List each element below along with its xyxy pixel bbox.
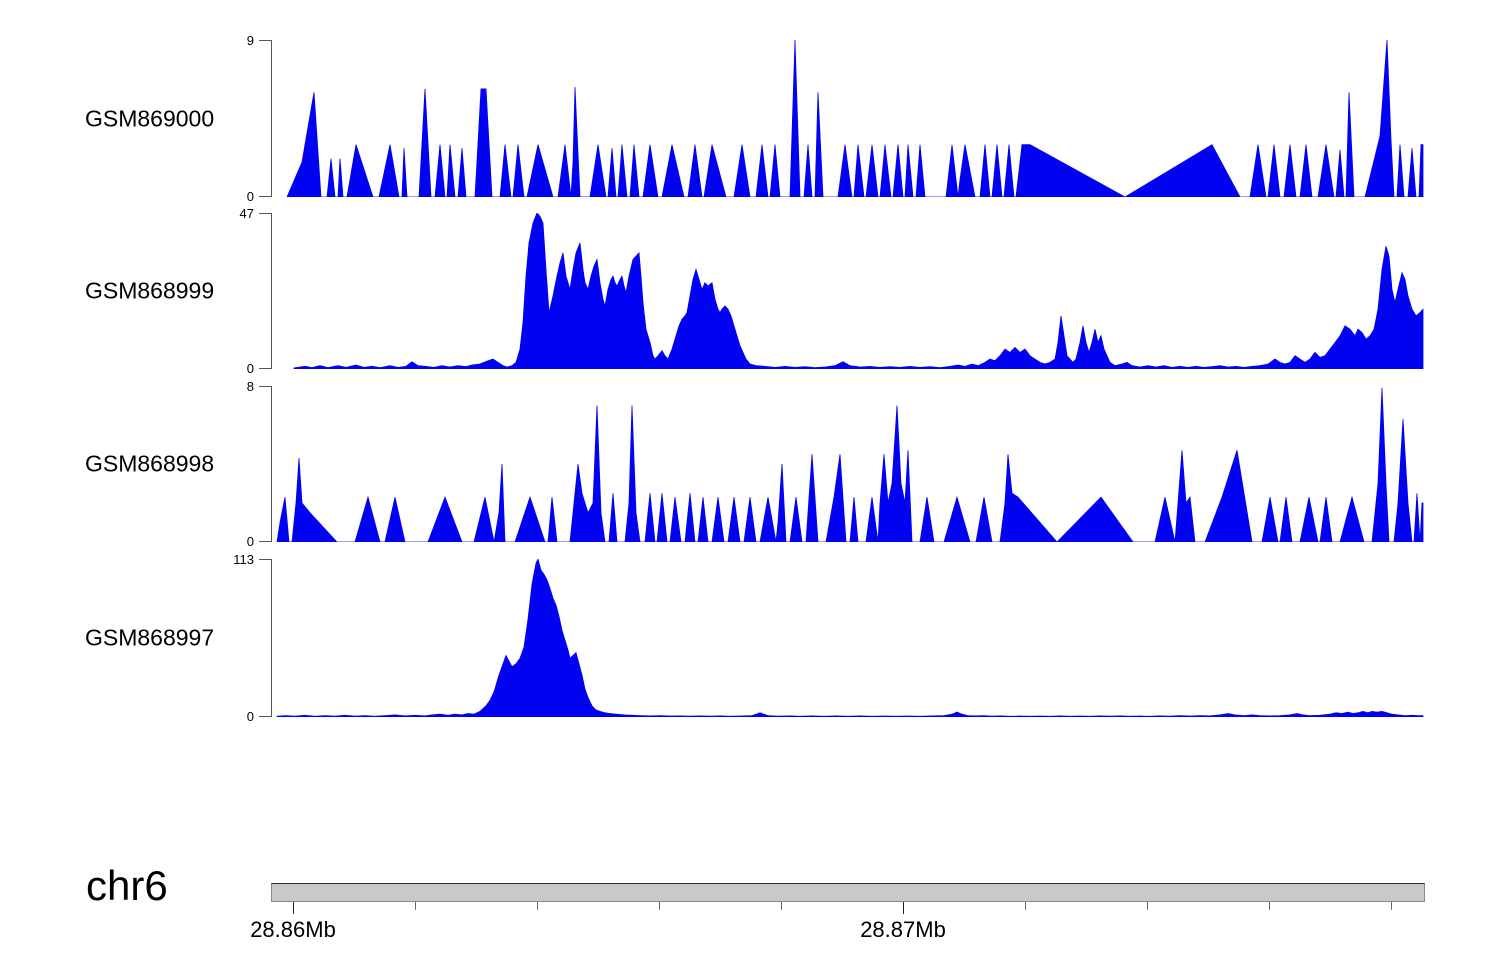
y-axis: 9 0	[247, 34, 272, 203]
track-gsm869000: GSM869000 9 0	[0, 34, 1500, 203]
track-label: GSM868998	[85, 450, 215, 477]
minor-tick	[659, 902, 660, 910]
axis-tick-label-left: 28.86Mb	[250, 917, 336, 942]
minor-tick	[1025, 902, 1026, 910]
y-axis-line	[271, 40, 272, 197]
y-axis-top-tick	[259, 386, 272, 387]
y-axis-bottom-tick	[259, 368, 272, 369]
coverage-polygon	[276, 387, 1424, 542]
y-axis-max-label: 113	[233, 552, 254, 567]
y-axis-min-label: 0	[246, 189, 254, 204]
y-axis: 113 0	[233, 553, 272, 723]
y-axis-max-label: 8	[246, 379, 254, 394]
coverage-polygon	[293, 213, 1424, 369]
coverage-polygon	[276, 559, 1424, 717]
track-gsm868999: GSM868999 47 0	[0, 207, 1500, 375]
y-axis-min-label: 0	[246, 534, 254, 549]
axis-tick-label-right: 28.87Mb	[860, 917, 946, 942]
minor-tick	[1147, 902, 1148, 910]
track-label: GSM868997	[85, 624, 215, 651]
track-gsm868998: GSM868998 8 0	[0, 380, 1500, 548]
minor-tick	[537, 902, 538, 910]
y-axis-line	[271, 559, 272, 717]
y-axis-min-label: 0	[246, 709, 254, 724]
y-axis-line	[271, 386, 272, 542]
track-label: GSM868999	[85, 277, 215, 304]
y-axis: 8 0	[247, 380, 272, 548]
y-axis-max-label: 47	[239, 206, 254, 221]
y-axis-bottom-tick	[259, 196, 272, 197]
minor-tick	[1269, 902, 1270, 910]
major-tick	[903, 902, 904, 914]
coverage-polygon	[286, 40, 1424, 197]
track-gsm868997: GSM868997 113 0	[0, 553, 1500, 723]
y-axis-top-tick	[259, 559, 272, 560]
minor-tick	[781, 902, 782, 910]
coverage-area	[286, 40, 1424, 197]
major-tick	[293, 902, 294, 914]
coverage-area	[276, 559, 1424, 717]
y-axis-bottom-tick	[259, 541, 272, 542]
y-axis-min-label: 0	[246, 361, 254, 376]
y-axis-line	[271, 213, 272, 369]
minor-tick	[1391, 902, 1392, 910]
coverage-area	[293, 213, 1424, 369]
coverage-area	[276, 387, 1424, 542]
chromosome-bar	[271, 883, 1425, 902]
y-axis-bottom-tick	[259, 716, 272, 717]
track-label: GSM869000	[85, 105, 215, 131]
minor-tick	[415, 902, 416, 910]
y-axis-top-tick	[259, 213, 272, 214]
y-axis-top-tick	[259, 40, 272, 41]
y-axis-max-label: 9	[246, 33, 254, 48]
chromosome-label: chr6	[86, 862, 168, 909]
y-axis: 47 0	[240, 207, 272, 375]
